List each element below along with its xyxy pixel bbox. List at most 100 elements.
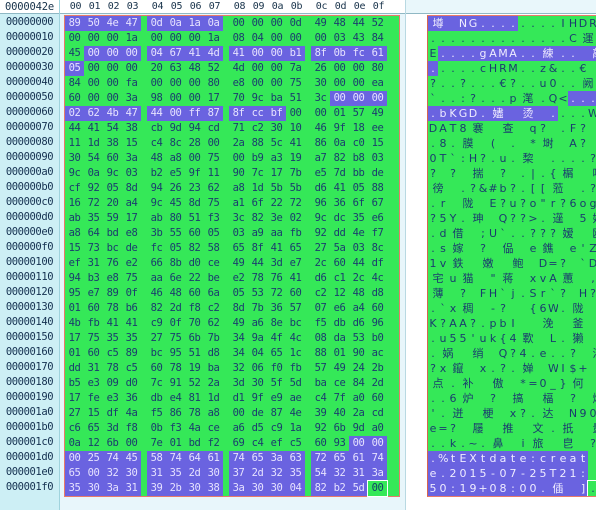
hex-byte[interactable]: f7 xyxy=(368,226,387,241)
hex-byte[interactable]: e2 xyxy=(229,271,248,286)
hex-byte[interactable]: 5f xyxy=(267,376,286,391)
hex-byte[interactable]: 00 xyxy=(103,76,122,91)
hex-byte[interactable]: 00 xyxy=(122,46,141,61)
hex-byte[interactable]: 60 xyxy=(103,151,122,166)
hex-byte[interactable]: 52 xyxy=(185,376,204,391)
ascii-char[interactable]: H xyxy=(488,286,498,301)
ascii-row[interactable]: K?AA?.pbI 浼 釜 ? xyxy=(428,316,600,331)
hex-byte[interactable]: 3d xyxy=(103,421,122,436)
ascii-char[interactable]: W xyxy=(588,106,598,121)
hex-byte[interactable]: 41 xyxy=(122,316,141,331)
ascii-char[interactable]: g xyxy=(478,46,488,61)
hex-byte[interactable]: 3b xyxy=(147,226,166,241)
ascii-char[interactable]: ? xyxy=(538,121,548,136)
ascii-char[interactable]: 5 xyxy=(578,211,588,226)
hex-byte[interactable]: 07 xyxy=(311,301,330,316)
hex-byte[interactable]: 00 xyxy=(267,61,286,76)
hex-byte[interactable]: 0f xyxy=(166,316,185,331)
hex-byte[interactable]: 26 xyxy=(166,181,185,196)
hex-byte[interactable]: 46 xyxy=(311,121,330,136)
ascii-char[interactable]: A xyxy=(488,46,498,61)
ascii-char[interactable]: . xyxy=(428,106,438,121)
hex-byte[interactable]: 60 xyxy=(286,286,305,301)
ascii-char[interactable]: D xyxy=(538,256,548,271)
ascii-char[interactable]: 8 xyxy=(498,481,508,496)
hex-byte[interactable]: a8 xyxy=(65,226,84,241)
hex-byte[interactable]: d1 xyxy=(229,391,248,406)
ascii-char[interactable]: F xyxy=(478,286,488,301)
ascii-char[interactable]: ` xyxy=(428,91,438,106)
hex-byte[interactable]: 87 xyxy=(204,106,223,121)
hex-byte[interactable]: 7b xyxy=(248,301,267,316)
hex-row[interactable]: 95 e7 89 0f 46 48 60 6a 05 53 72 60 c2 12 48 d8 xyxy=(65,286,399,301)
ascii-char[interactable]: ? xyxy=(548,226,558,241)
hex-row[interactable]: 84 00 00 fa 00 00 00 80 e8 00 00 75 30 00 00 ea xyxy=(65,76,399,91)
ascii-char[interactable]: . xyxy=(578,106,588,121)
ascii-char[interactable]: * xyxy=(518,376,528,391)
hex-byte[interactable]: 45 xyxy=(122,451,141,466)
ascii-char[interactable]: H xyxy=(468,151,478,166)
ascii-row[interactable]: ..k.~.鼻 i旅 皀 ?.. xyxy=(428,436,600,451)
hex-byte[interactable]: 74 xyxy=(229,451,248,466)
ascii-char[interactable] xyxy=(578,226,588,241)
hex-byte[interactable]: 82 xyxy=(147,301,166,316)
ascii-row[interactable]: 徬 .? & # b?.[[蒞 .? xyxy=(428,181,600,196)
ascii-char[interactable]: . xyxy=(538,166,548,181)
hex-byte[interactable]: 7a xyxy=(286,61,305,76)
hex-byte[interactable]: 9c xyxy=(65,166,84,181)
ascii-char[interactable] xyxy=(578,46,588,61)
ascii-row[interactable]: ?..?... €?.. u 0.. 阙 xyxy=(428,76,600,91)
ascii-char[interactable]: . xyxy=(488,31,498,46)
hex-byte[interactable]: 90 xyxy=(229,166,248,181)
hex-byte[interactable]: 65 xyxy=(84,421,103,436)
hex-byte[interactable]: 08 xyxy=(229,31,248,46)
ascii-char[interactable]: , xyxy=(588,271,598,286)
hex-byte[interactable]: 96 xyxy=(368,316,387,331)
hex-byte[interactable]: f3 xyxy=(204,211,223,226)
ascii-char[interactable]: = xyxy=(528,376,538,391)
hex-byte[interactable]: b0 xyxy=(368,331,387,346)
hex-byte[interactable]: 5b xyxy=(267,181,286,196)
hex-byte[interactable]: 7b xyxy=(204,331,223,346)
ascii-char[interactable] xyxy=(518,136,528,151)
ascii-char[interactable]: u xyxy=(498,151,508,166)
ascii-char[interactable] xyxy=(478,301,488,316)
ascii-char[interactable]: . xyxy=(478,316,488,331)
ascii-char[interactable]: . xyxy=(528,346,538,361)
hex-byte[interactable]: 0b xyxy=(147,421,166,436)
hex-byte[interactable]: 4d xyxy=(204,46,223,61)
hex-byte[interactable]: 3a xyxy=(267,451,286,466)
ascii-char[interactable]: . xyxy=(438,466,448,481)
ascii-char[interactable]: ? xyxy=(428,76,438,91)
hex-byte[interactable]: 61 xyxy=(368,46,387,61)
hex-byte[interactable]: c9 xyxy=(267,421,286,436)
ascii-row[interactable]: ?5Y.珅 Q??>.遳 5始 xyxy=(428,211,600,226)
hex-byte[interactable]: 15 xyxy=(368,136,387,151)
hex-byte[interactable]: 9c xyxy=(103,166,122,181)
hex-byte[interactable]: f2 xyxy=(204,436,223,451)
hex-byte[interactable]: 88 xyxy=(311,346,330,361)
hex-byte[interactable]: ea xyxy=(368,76,387,91)
ascii-char[interactable] xyxy=(578,391,588,406)
ascii-char[interactable]: . xyxy=(498,16,508,31)
hex-byte[interactable]: 88 xyxy=(368,181,387,196)
ascii-char[interactable]: " xyxy=(488,271,498,286)
hex-byte[interactable]: 3a xyxy=(229,481,248,496)
ascii-char[interactable]: - xyxy=(488,466,498,481)
hex-byte[interactable]: e3 xyxy=(103,391,122,406)
hex-byte[interactable]: 3c xyxy=(229,211,248,226)
hex-body[interactable]: 89 50 4e 47 0d 0a 1a 0a 00 00 00 0d 49 48 44 52 00 00 00 1a… xyxy=(64,15,400,497)
hex-byte[interactable]: 1a xyxy=(286,421,305,436)
ascii-char[interactable]: . xyxy=(438,61,448,76)
hex-row[interactable]: 89 50 4e 47 0d 0a 1a 0a 00 00 00 0d 49 48 44 52 xyxy=(65,16,399,31)
ascii-char[interactable]: . xyxy=(558,106,568,121)
hex-byte[interactable]: 62 xyxy=(204,181,223,196)
ascii-char[interactable] xyxy=(438,166,448,181)
ascii-char[interactable]: # xyxy=(488,181,498,196)
hex-byte[interactable]: 1d xyxy=(204,391,223,406)
hex-byte[interactable]: 92 xyxy=(311,421,330,436)
hex-byte[interactable]: 0a xyxy=(330,136,349,151)
ascii-char[interactable]: 查 xyxy=(498,121,518,136)
